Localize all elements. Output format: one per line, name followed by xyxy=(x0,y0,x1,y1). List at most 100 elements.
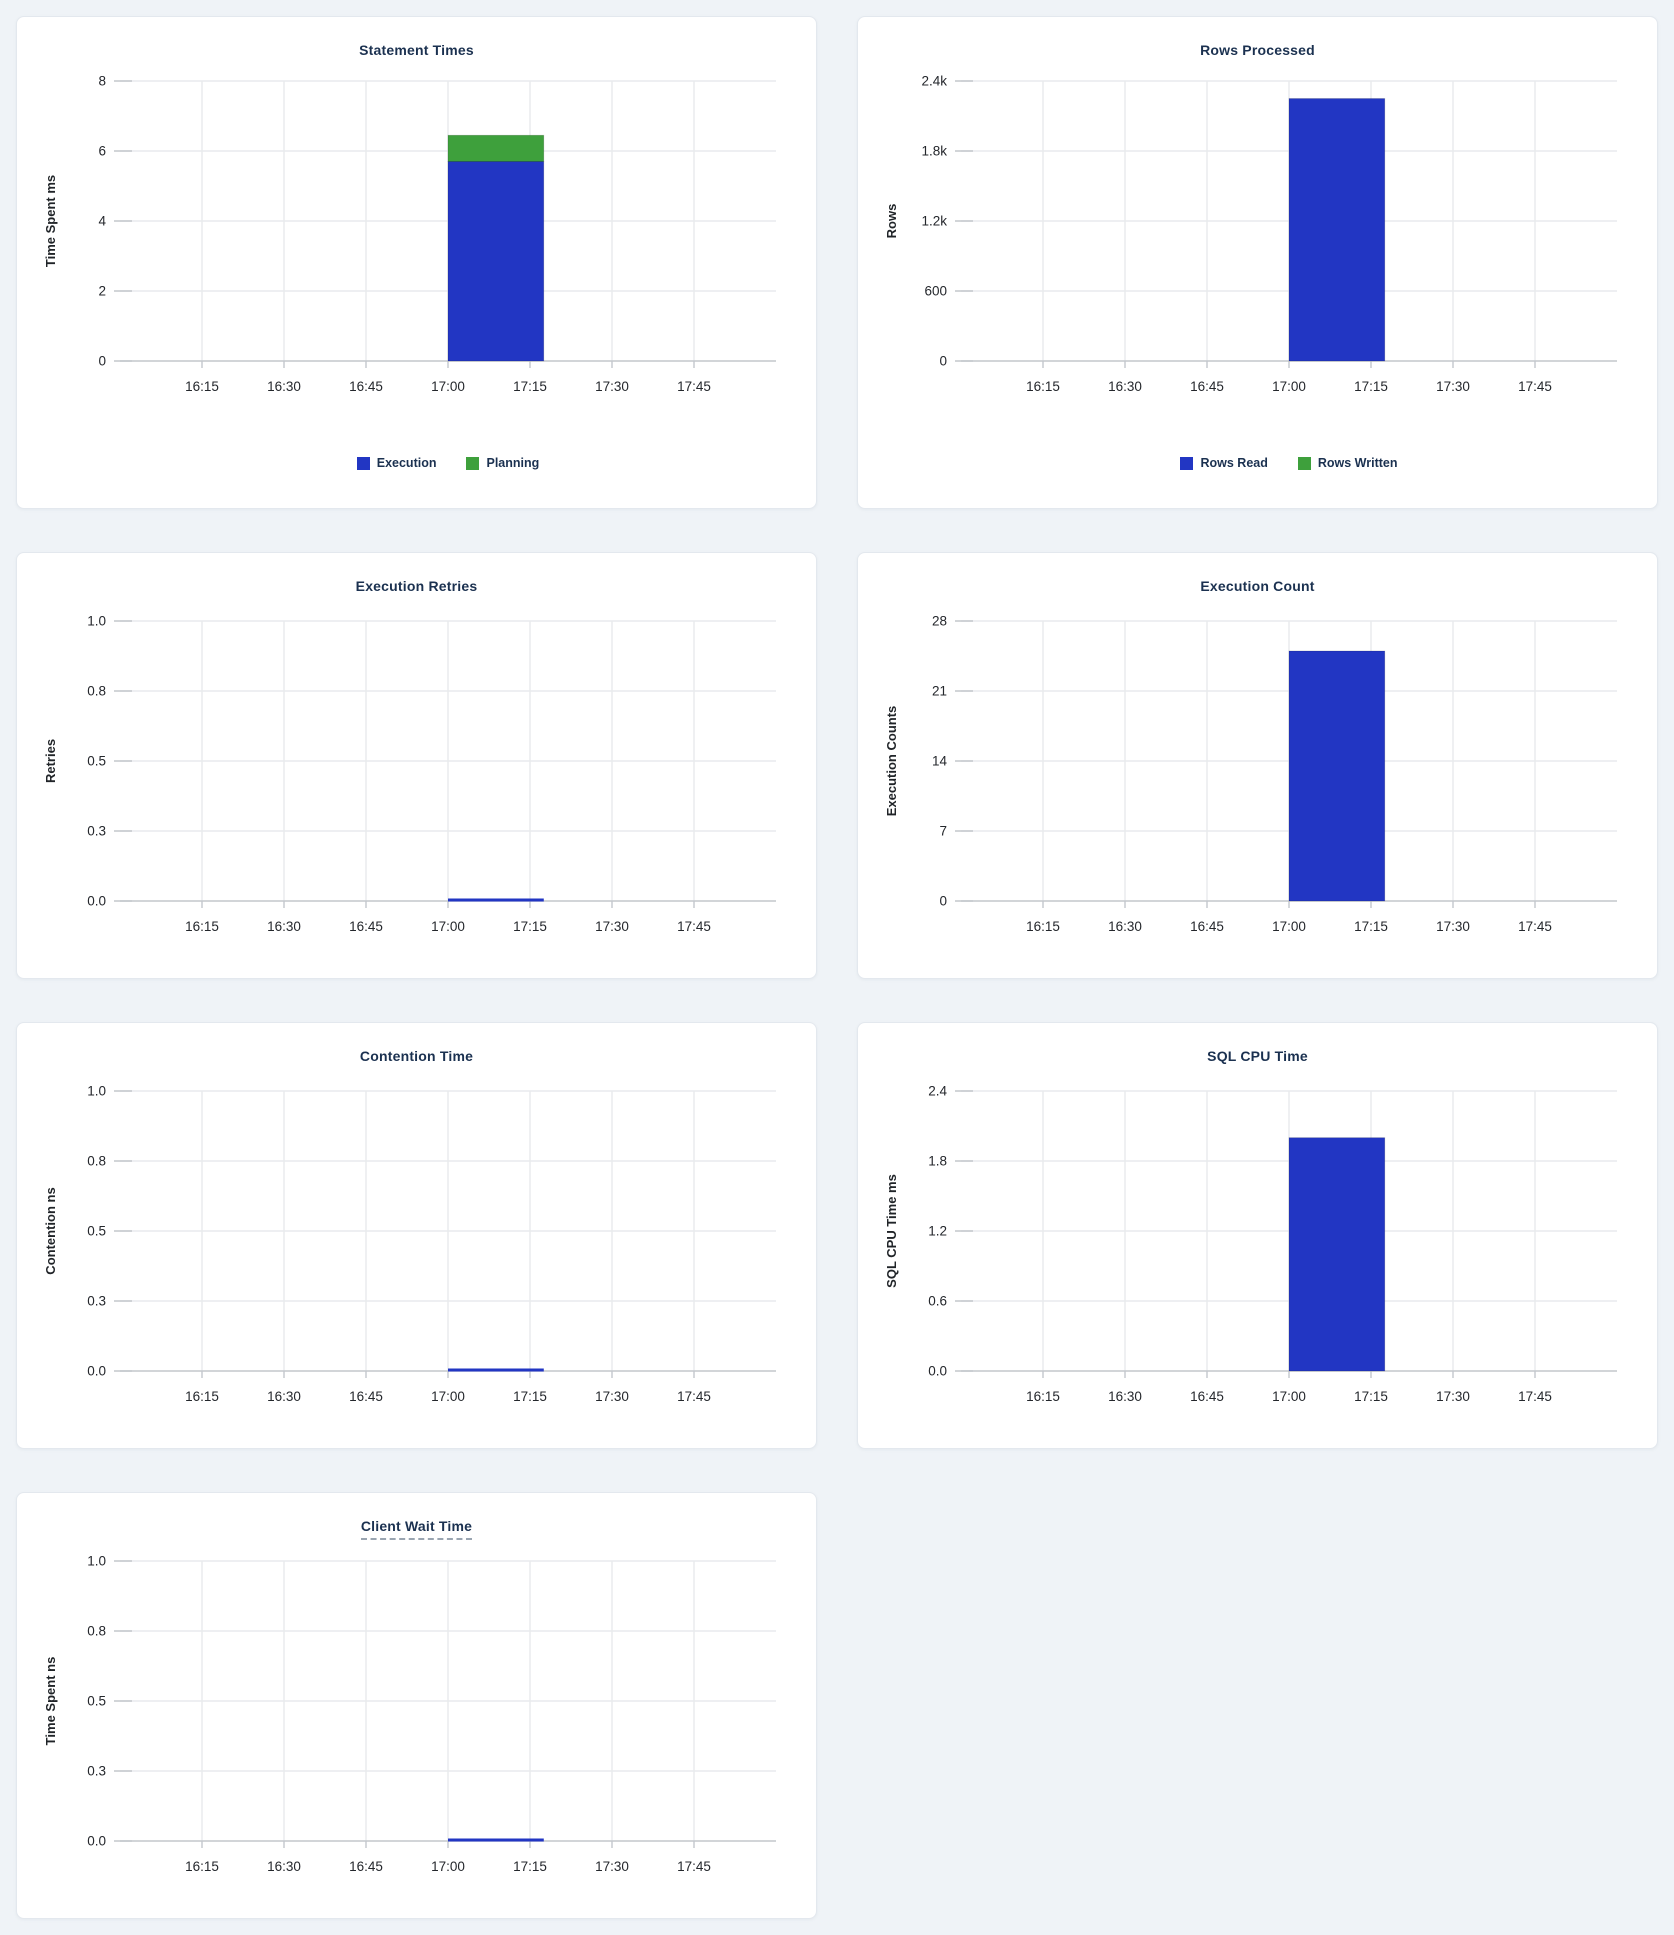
x-tick-label: 17:30 xyxy=(1436,1389,1470,1404)
y-tick-label: 0.0 xyxy=(87,1834,106,1849)
chart-title-wrap-sql-cpu-time: SQL CPU Time xyxy=(858,1046,1657,1066)
x-tick-label: 17:00 xyxy=(431,379,465,394)
x-tick-label: 16:15 xyxy=(185,919,219,934)
legend-swatch-icon xyxy=(1180,456,1194,470)
y-tick-label: 0.8 xyxy=(87,1154,106,1169)
x-tick-label: 17:45 xyxy=(1518,1389,1552,1404)
y-axis-label: Time Spent ms xyxy=(43,175,58,267)
y-tick-label: 1.8k xyxy=(921,144,947,159)
y-axis-label: Time Spent ns xyxy=(43,1657,58,1746)
x-tick-label: 16:15 xyxy=(185,1389,219,1404)
chart-title-execution-count: Execution Count xyxy=(1200,578,1315,594)
x-tick-label: 17:00 xyxy=(1272,919,1306,934)
chart-legend-statement-times: Execution Planning xyxy=(120,453,776,473)
chart-title-client-wait-time[interactable]: Client Wait Time xyxy=(360,1516,473,1540)
x-tick-label: 16:45 xyxy=(349,1389,383,1404)
x-tick-label: 17:45 xyxy=(677,919,711,934)
x-tick-label: 16:30 xyxy=(1108,919,1142,934)
x-tick-label: 16:45 xyxy=(349,379,383,394)
y-tick-label: 1.2k xyxy=(921,214,947,229)
chart-title-wrap-statement-times: Statement Times xyxy=(17,40,816,60)
series-bar-execution-count[interactable] xyxy=(1288,650,1386,902)
chart-plot-execution-retries: 16:15 16:30 16:45 17:00 17:15 17:30 17:45 1.0 0.… xyxy=(43,614,776,934)
y-tick-label: 0.3 xyxy=(87,1764,106,1779)
chart-title-statement-times: Statement Times xyxy=(359,42,474,58)
y-tick-label: 0.8 xyxy=(87,1624,106,1639)
x-tick-label: 16:30 xyxy=(267,1859,301,1874)
x-tick-label: 16:30 xyxy=(267,919,301,934)
chart-title-wrap-execution-count: Execution Count xyxy=(858,576,1657,596)
x-tick-label: 17:45 xyxy=(677,1859,711,1874)
series-bar-sql-cpu-time[interactable] xyxy=(1288,1137,1386,1372)
charts-grid: Statement Times 16:15 16:30 16:45 17:00 17:15… xyxy=(16,16,1658,1919)
chart-title-wrap-execution-retries: Execution Retries xyxy=(17,576,816,596)
legend-item-rows-written[interactable]: Rows Written xyxy=(1297,456,1398,470)
series-bar-rows-read[interactable] xyxy=(1288,98,1386,362)
y-tick-label: 14 xyxy=(932,754,948,769)
y-tick-label: 0.8 xyxy=(87,684,106,699)
x-tick-label: 16:15 xyxy=(185,1859,219,1874)
y-tick-label: 28 xyxy=(932,614,947,629)
y-tick-label: 7 xyxy=(939,824,947,839)
series-flatline-execution-retries[interactable] xyxy=(448,898,544,902)
x-tick-label: 17:45 xyxy=(677,1389,711,1404)
chart-card-execution-retries: Execution Retries 16:15 16:30 16:45 17:00 17:… xyxy=(16,552,817,979)
x-tick-label: 17:00 xyxy=(431,1859,465,1874)
y-tick-label: 1.0 xyxy=(87,614,106,629)
x-tick-label: 16:15 xyxy=(1026,379,1060,394)
x-tick-label: 17:30 xyxy=(595,1389,629,1404)
legend-swatch-icon xyxy=(466,456,480,470)
x-tick-label: 17:00 xyxy=(1272,1389,1306,1404)
y-tick-label: 1.8 xyxy=(928,1154,947,1169)
series-bar-execution[interactable] xyxy=(447,161,545,362)
legend-item-execution[interactable]: Execution xyxy=(356,456,436,470)
y-axis-label: Execution Counts xyxy=(884,706,899,817)
chart-title-execution-retries: Execution Retries xyxy=(355,578,478,594)
x-tick-label: 17:15 xyxy=(513,1859,547,1874)
y-tick-label: 0.5 xyxy=(87,1224,106,1239)
x-tick-label: 17:45 xyxy=(1518,919,1552,934)
x-tick-label: 16:45 xyxy=(1190,1389,1224,1404)
chart-title-rows-processed: Rows Processed xyxy=(1200,42,1315,58)
x-tick-label: 17:00 xyxy=(431,1389,465,1404)
chart-title-wrap-client-wait-time: Client Wait Time xyxy=(17,1516,816,1540)
y-tick-label: 6 xyxy=(98,144,106,159)
x-tick-label: 17:15 xyxy=(1354,1389,1388,1404)
chart-card-contention-time: Contention Time 16:15 16:30 16:45 17:00 17:15… xyxy=(16,1022,817,1449)
chart-legend-rows-processed: Rows Read Rows Written xyxy=(961,453,1617,473)
x-tick-label: 17:30 xyxy=(1436,379,1470,394)
chart-card-statement-times: Statement Times 16:15 16:30 16:45 17:00 17:15… xyxy=(16,16,817,509)
y-tick-label: 21 xyxy=(932,684,947,699)
y-tick-label: 0.5 xyxy=(87,754,106,769)
y-tick-label: 4 xyxy=(98,214,106,229)
x-tick-label: 17:00 xyxy=(431,919,465,934)
y-tick-label: 600 xyxy=(924,284,947,299)
legend-swatch-icon xyxy=(356,456,370,470)
series-bar-planning[interactable] xyxy=(447,134,545,162)
y-axis-label: Contention ns xyxy=(43,1187,58,1274)
x-tick-label: 17:45 xyxy=(677,379,711,394)
x-tick-label: 16:45 xyxy=(349,1859,383,1874)
chart-plot-sql-cpu-time: 16:15 16:30 16:45 17:00 17:15 17:30 17:45 2.4 1.… xyxy=(884,1084,1617,1404)
x-tick-label: 17:15 xyxy=(1354,919,1388,934)
x-tick-label: 17:45 xyxy=(1518,379,1552,394)
legend-label: Rows Read xyxy=(1200,456,1268,470)
legend-item-rows-read[interactable]: Rows Read xyxy=(1180,456,1268,470)
y-tick-label: 1.0 xyxy=(87,1554,106,1569)
legend-item-planning[interactable]: Planning xyxy=(466,456,539,470)
chart-card-client-wait-time: Client Wait Time 16:15 16:30 16:45 17:00 17:1… xyxy=(16,1492,817,1919)
y-tick-label: 0.0 xyxy=(87,1364,106,1379)
series-flatline-client-wait-time[interactable] xyxy=(448,1838,544,1842)
x-tick-label: 17:15 xyxy=(513,1389,547,1404)
chart-card-rows-processed: Rows Processed 16:15 16:30 16:45 17:00 17:15 1… xyxy=(857,16,1658,509)
chart-plot-client-wait-time: 16:15 16:30 16:45 17:00 17:15 17:30 17:45 1.0 0.… xyxy=(43,1554,776,1874)
x-tick-label: 16:30 xyxy=(1108,1389,1142,1404)
series-flatline-contention-time[interactable] xyxy=(448,1368,544,1372)
chart-plot-rows-processed: 16:15 16:30 16:45 17:00 17:15 17:30 17:45 2.4k 1… xyxy=(884,74,1617,394)
chart-title-sql-cpu-time: SQL CPU Time xyxy=(1207,1048,1308,1064)
x-tick-label: 17:30 xyxy=(595,919,629,934)
x-tick-label: 17:30 xyxy=(595,1859,629,1874)
x-tick-label: 16:45 xyxy=(1190,919,1224,934)
y-axis-label: SQL CPU Time ms xyxy=(884,1174,899,1288)
